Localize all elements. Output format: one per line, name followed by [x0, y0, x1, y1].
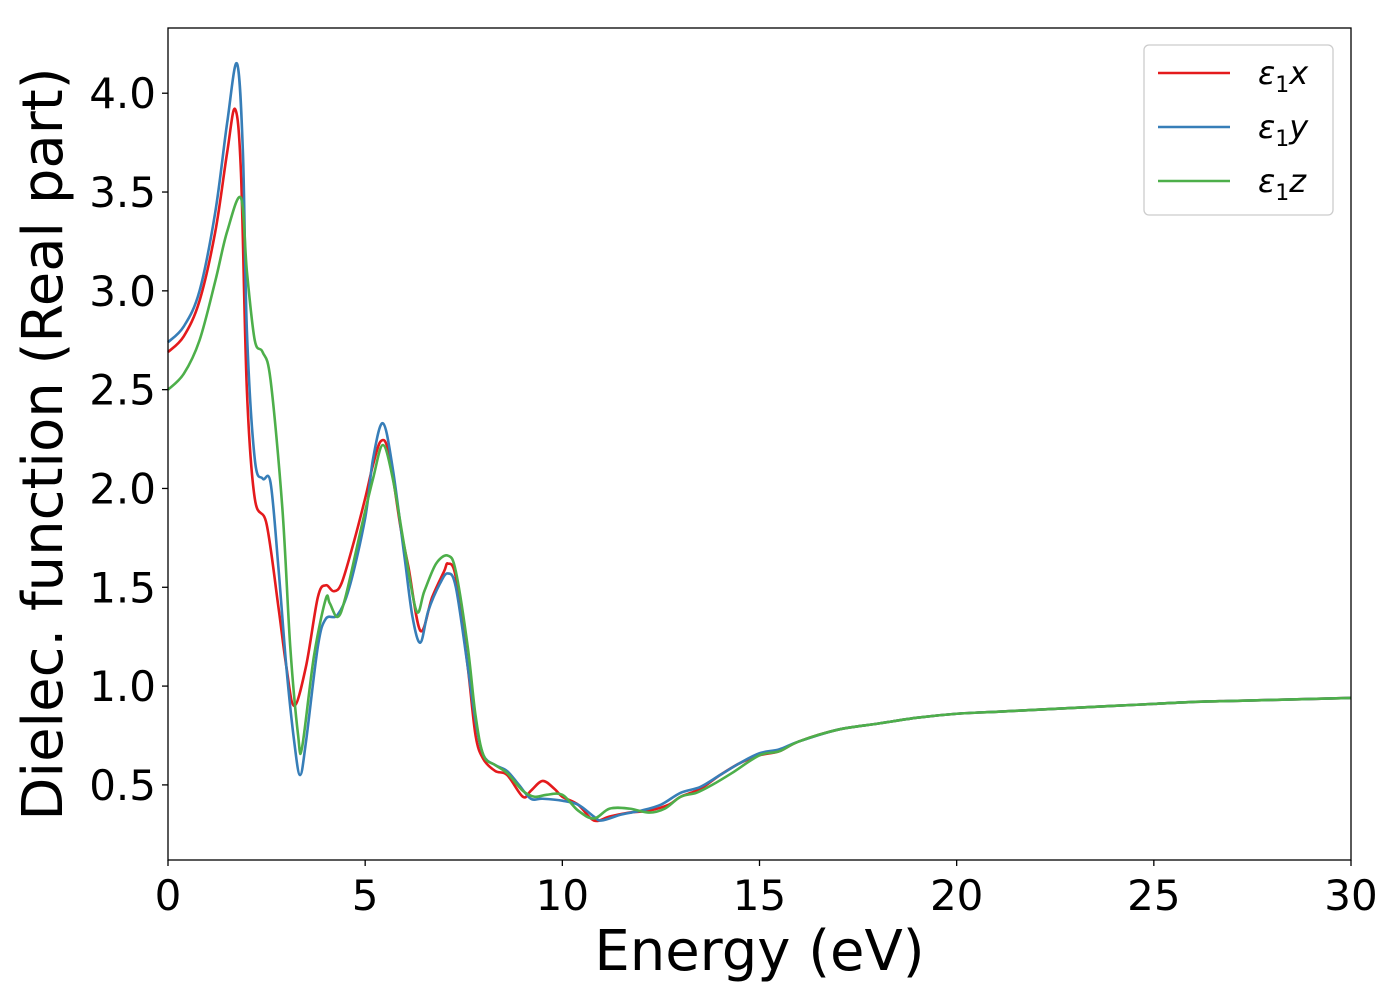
series-layer	[167, 62, 1352, 823]
y-tick-label: 3.5	[89, 168, 156, 217]
legend: ε1x ε1y ε1z	[1143, 44, 1334, 216]
legend-label-y: ε1y	[1258, 108, 1309, 152]
y-tick-label: 2.5	[89, 366, 156, 415]
y-tick-label: 0.5	[89, 761, 156, 810]
x-tick-label: 25	[1127, 871, 1180, 920]
y-tick-label: 4.0	[89, 69, 156, 118]
x-tick-label: 5	[352, 871, 379, 920]
x-tick-label: 15	[733, 871, 786, 920]
legend-label-z: ε1z	[1258, 162, 1307, 206]
x-tick-label: 0	[155, 871, 182, 920]
x-axis-title: Energy (eV)	[594, 919, 924, 984]
y-axis-title: Dielec. function (Real part)	[11, 67, 76, 820]
y-tick-label: 2.0	[89, 464, 156, 513]
x-tick-label: 10	[536, 871, 589, 920]
y-axis-ticks: 0.5 1.0 1.5 2.0 2.5 3.0 3.5 4.0	[89, 69, 168, 810]
y-tick-label: 1.0	[89, 662, 156, 711]
legend-box	[1143, 44, 1334, 216]
y-tick-label: 1.5	[89, 563, 156, 612]
x-tick-label: 30	[1324, 871, 1377, 920]
y-tick-label: 3.0	[89, 267, 156, 316]
series-line-z	[167, 195, 1352, 820]
x-tick-label: 20	[930, 871, 983, 920]
legend-label-x: ε1x	[1258, 54, 1309, 98]
x-axis-ticks: 0 5 10 15 20 25 30	[155, 860, 1378, 920]
